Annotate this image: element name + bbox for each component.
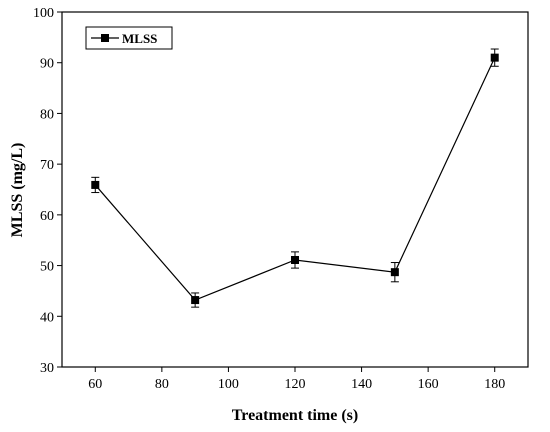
x-tick-label: 140 bbox=[351, 377, 372, 392]
legend-box bbox=[85, 26, 173, 50]
legend-marker bbox=[101, 34, 109, 42]
x-tick-label: 120 bbox=[285, 377, 306, 392]
y-tick-label: 60 bbox=[40, 209, 54, 224]
y-tick-label: 90 bbox=[40, 57, 54, 72]
y-tick-label: 80 bbox=[40, 107, 54, 122]
data-point bbox=[390, 268, 399, 277]
x-axis-title: Treatment time (s) bbox=[232, 407, 358, 424]
series-layer bbox=[91, 48, 499, 308]
data-point bbox=[490, 53, 499, 62]
y-tick-label: 100 bbox=[33, 6, 54, 21]
data-point bbox=[291, 255, 299, 264]
x-axis-ticks: 60 80 100 120 140 160 180 bbox=[88, 367, 505, 392]
legend-label: MLSS bbox=[122, 31, 157, 46]
y-tick-label: 30 bbox=[40, 361, 54, 376]
data-point bbox=[91, 180, 100, 189]
y-axis-ticks: 30 40 50 60 70 80 90 100 bbox=[33, 6, 62, 376]
x-tick-label: 60 bbox=[88, 377, 102, 392]
x-tick-label: 180 bbox=[484, 377, 505, 392]
y-tick-label: 70 bbox=[40, 158, 54, 173]
plot-frame bbox=[61, 11, 529, 368]
y-tick-label: 50 bbox=[40, 260, 54, 275]
y-axis-title: MLSS (mg/L) bbox=[9, 143, 26, 238]
x-tick-label: 100 bbox=[218, 377, 239, 392]
x-tick-label: 160 bbox=[418, 377, 439, 392]
y-tick-label: 40 bbox=[40, 310, 54, 325]
data-point bbox=[191, 296, 200, 305]
x-tick-label: 80 bbox=[155, 377, 169, 392]
legend: MLSS bbox=[85, 26, 173, 50]
